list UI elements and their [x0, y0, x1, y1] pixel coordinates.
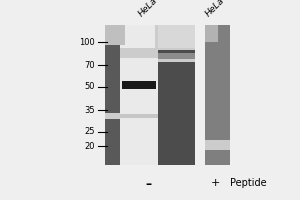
Text: 35: 35: [84, 106, 95, 115]
Text: Peptide: Peptide: [230, 178, 266, 188]
Text: 20: 20: [85, 142, 95, 151]
Text: 25: 25: [85, 127, 95, 136]
Text: 100: 100: [79, 38, 95, 47]
Text: 50: 50: [85, 82, 95, 91]
Text: –: –: [145, 178, 151, 191]
Text: +: +: [210, 178, 220, 188]
Text: HeLa: HeLa: [204, 0, 226, 18]
Text: HeLa: HeLa: [137, 0, 159, 18]
Text: 70: 70: [84, 61, 95, 70]
